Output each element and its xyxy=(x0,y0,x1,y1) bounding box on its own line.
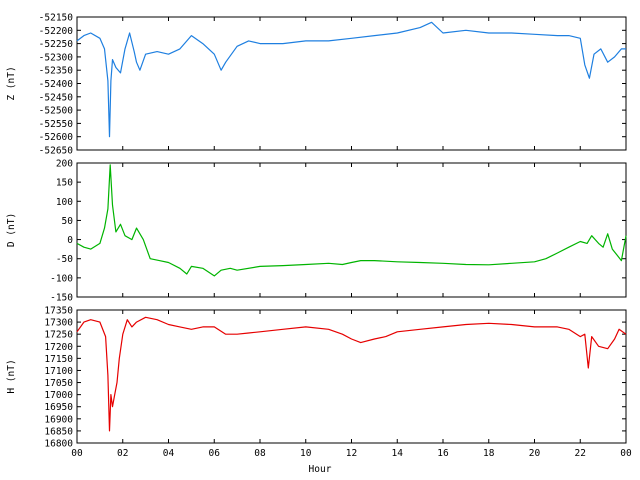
z-y-tick-label: -52400 xyxy=(39,79,74,90)
x-tick-label: 00 xyxy=(71,448,83,459)
h-y-tick-label: 17300 xyxy=(44,318,73,329)
h-y-tick-label: 17150 xyxy=(44,354,73,365)
d-plot-frame xyxy=(76,162,627,298)
z-y-tick-label: -52300 xyxy=(39,52,74,63)
h-y-tick-label: 17100 xyxy=(44,366,73,377)
z-y-tick-label: -52550 xyxy=(39,119,74,130)
z-series-line xyxy=(76,21,626,138)
d-y-tick-label: 50 xyxy=(62,216,74,227)
x-tick-label: 12 xyxy=(346,448,357,459)
x-tick-label: 14 xyxy=(392,448,404,459)
d-y-tick-label: 150 xyxy=(56,178,73,189)
x-tick-label: 20 xyxy=(529,448,541,459)
z-panel: -52150 -52200 -52250 -52300 -52350 -52400 -524… xyxy=(6,13,627,157)
h-y-tick-label: 17350 xyxy=(44,306,73,317)
h-series-line xyxy=(76,316,627,432)
x-tick-label: 08 xyxy=(254,448,266,459)
x-tick-label: 02 xyxy=(117,448,128,459)
d-y-tick-label: -50 xyxy=(56,254,73,265)
z-y-tick-label: -52650 xyxy=(39,146,74,157)
d-y-axis-label: D (nT) xyxy=(6,213,17,247)
z-y-tick-label: -52200 xyxy=(39,26,74,37)
h-y-tick-label: 17000 xyxy=(44,390,73,401)
z-y-tick-label: -52500 xyxy=(39,106,74,117)
x-tick-label: 00 xyxy=(620,448,632,459)
d-y-tick-label: 0 xyxy=(67,235,73,246)
h-y-tick-label: 17050 xyxy=(44,378,73,389)
d-panel: 200 150 100 50 0 -50 -100 -150 D (nT) xyxy=(6,159,627,304)
z-y-tick-label: -52600 xyxy=(39,132,74,143)
d-y-tick-label: 200 xyxy=(56,159,73,170)
h-y-tick-label: 17200 xyxy=(44,342,73,353)
h-y-tick-label: 16900 xyxy=(44,414,73,425)
x-tick-label: 22 xyxy=(575,448,586,459)
h-y-axis-label: H (nT) xyxy=(6,359,17,393)
h-plot-frame xyxy=(76,309,627,444)
h-y-tick-label: 16950 xyxy=(44,402,73,413)
x-axis-label: Hour xyxy=(309,464,332,475)
x-tick-label: 04 xyxy=(163,448,175,459)
x-tick-label: 10 xyxy=(300,448,312,459)
h-y-tick-label: 17250 xyxy=(44,330,73,341)
h-y-tick-label: 16850 xyxy=(44,426,73,437)
z-plot-frame xyxy=(76,16,627,151)
x-tick-label: 18 xyxy=(483,448,495,459)
z-y-tick-label: -52350 xyxy=(39,66,74,77)
z-y-tick-label: -52150 xyxy=(39,13,74,24)
d-series-line xyxy=(76,164,627,277)
d-y-tick-label: 100 xyxy=(56,197,73,208)
z-y-tick-label: -52250 xyxy=(39,39,74,50)
d-y-tick-label: -150 xyxy=(50,293,73,304)
h-panel: 1735017300172501720017150171001705017000… xyxy=(6,306,632,460)
h-y-tick-label: 16800 xyxy=(44,439,73,450)
x-tick-label: 06 xyxy=(209,448,221,459)
z-y-axis-label: Z (nT) xyxy=(6,66,17,100)
z-y-tick-label: -52450 xyxy=(39,92,74,103)
d-y-tick-label: -100 xyxy=(50,273,73,284)
x-tick-label: 16 xyxy=(437,448,449,459)
